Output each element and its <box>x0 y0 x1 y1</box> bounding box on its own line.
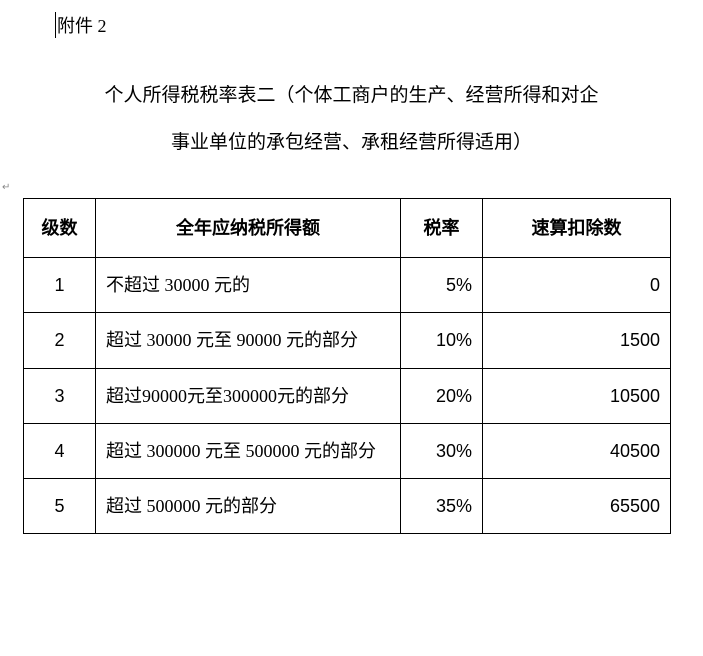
cell-rate: 20% <box>401 368 483 423</box>
header-level: 级数 <box>24 199 96 258</box>
cell-rate: 35% <box>401 478 483 533</box>
cell-range: 超过 500000 元的部分 <box>96 478 401 533</box>
table-row: 1 不超过 30000 元的 5% 0 <box>24 258 671 313</box>
cell-rate: 10% <box>401 313 483 368</box>
cell-deduction: 0 <box>483 258 671 313</box>
table-row: 2 超过 30000 元至 90000 元的部分 10% 1500 <box>24 313 671 368</box>
title-line-1: 个人所得税税率表二（个体工商户的生产、经营所得和对企 <box>0 80 703 107</box>
cell-rate: 5% <box>401 258 483 313</box>
cell-range: 超过 300000 元至 500000 元的部分 <box>96 423 401 478</box>
cell-range: 不超过 30000 元的 <box>96 258 401 313</box>
tax-rate-table: 级数 全年应纳税所得额 税率 速算扣除数 1 不超过 30000 元的 5% 0… <box>23 198 671 534</box>
document-title: 个人所得税税率表二（个体工商户的生产、经营所得和对企 事业单位的承包经营、承租经… <box>0 80 703 154</box>
tax-rate-table-container: 级数 全年应纳税所得额 税率 速算扣除数 1 不超过 30000 元的 5% 0… <box>23 198 670 534</box>
cell-range: 超过90000元至300000元的部分 <box>96 368 401 423</box>
cell-deduction: 10500 <box>483 368 671 423</box>
cell-level: 2 <box>24 313 96 368</box>
cell-level: 5 <box>24 478 96 533</box>
title-line-2: 事业单位的承包经营、承租经营所得适用） <box>0 127 703 154</box>
cell-level: 4 <box>24 423 96 478</box>
table-row: 5 超过 500000 元的部分 35% 65500 <box>24 478 671 533</box>
table-header-row: 级数 全年应纳税所得额 税率 速算扣除数 <box>24 199 671 258</box>
cell-deduction: 65500 <box>483 478 671 533</box>
cell-rate: 30% <box>401 423 483 478</box>
table-row: 3 超过90000元至300000元的部分 20% 10500 <box>24 368 671 423</box>
attachment-label: 附件 2 <box>55 12 107 38</box>
cell-level: 1 <box>24 258 96 313</box>
paragraph-marker: ↵ <box>2 182 10 193</box>
cell-deduction: 40500 <box>483 423 671 478</box>
table-row: 4 超过 300000 元至 500000 元的部分 30% 40500 <box>24 423 671 478</box>
header-range: 全年应纳税所得额 <box>96 199 401 258</box>
header-deduction: 速算扣除数 <box>483 199 671 258</box>
cell-level: 3 <box>24 368 96 423</box>
header-rate: 税率 <box>401 199 483 258</box>
cell-range: 超过 30000 元至 90000 元的部分 <box>96 313 401 368</box>
cell-deduction: 1500 <box>483 313 671 368</box>
